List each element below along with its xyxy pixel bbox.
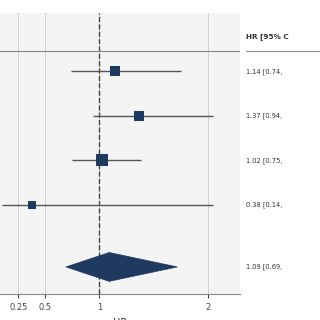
Text: 1.02 [0.75,: 1.02 [0.75, <box>246 157 283 164</box>
Text: HR [95% C: HR [95% C <box>246 33 289 40</box>
Point <box>30 203 35 208</box>
Point <box>99 158 104 163</box>
Text: 0.38 [0.14,: 0.38 [0.14, <box>246 202 283 209</box>
X-axis label: HR: HR <box>113 318 127 320</box>
Polygon shape <box>66 252 177 281</box>
Text: 1.37 [0.94,: 1.37 [0.94, <box>246 112 283 119</box>
Text: 1.09 [0.69,: 1.09 [0.69, <box>246 264 283 270</box>
Point <box>112 68 117 74</box>
Point <box>137 113 142 118</box>
Text: 1.14 [0.74,: 1.14 [0.74, <box>246 68 283 75</box>
